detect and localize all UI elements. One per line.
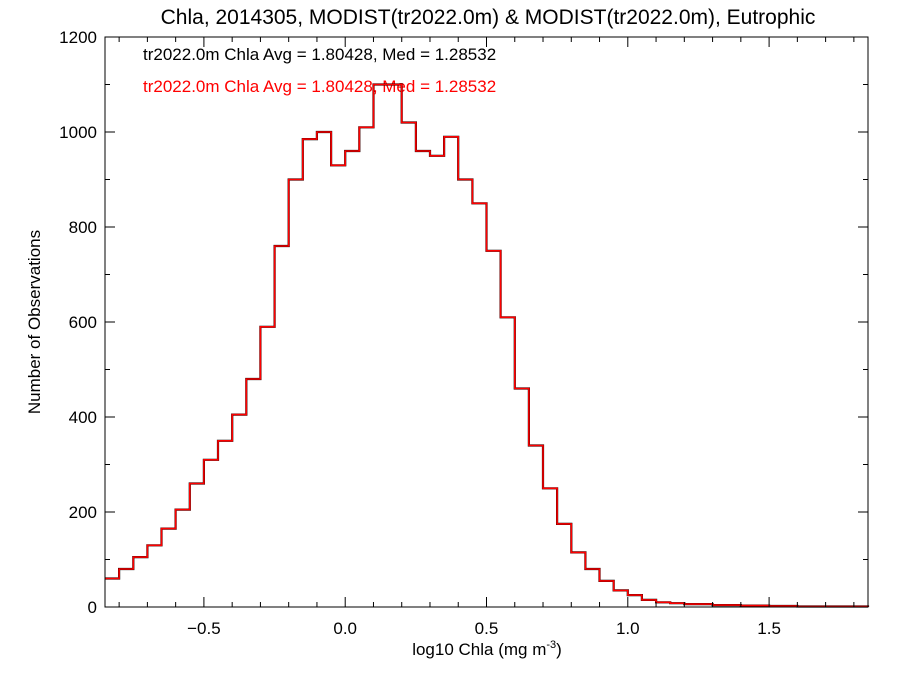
y-tick-label: 200 [69, 503, 97, 522]
x-tick-label: 0.5 [475, 619, 499, 638]
y-tick-label: 800 [69, 218, 97, 237]
y-tick-label: 1000 [59, 123, 97, 142]
x-axis-label-close: ) [556, 640, 562, 659]
series-line-0 [105, 83, 870, 608]
x-tick-label: −0.5 [187, 619, 221, 638]
x-axis-label-superscript: -3 [546, 639, 556, 651]
x-tick-label: 1.5 [757, 619, 781, 638]
series-line-1 [105, 83, 869, 608]
chart-title: Chla, 2014305, MODIST(tr2022.0m) & MODIS… [161, 6, 816, 29]
annotation-red: tr2022.0m Chla Avg = 1.80428, Med = 1.28… [143, 77, 496, 96]
tick-layer: −0.5 0.0 0.5 1.0 1.5 0 200 400 600 800 1000 1200 [59, 28, 868, 638]
plot-frame [104, 36, 869, 608]
y-tick-label: 400 [69, 408, 97, 427]
x-tick-label: 0.0 [333, 619, 357, 638]
y-tick-label: 1200 [59, 28, 97, 47]
x-tick-label: 1.0 [616, 619, 640, 638]
annotation-black: tr2022.0m Chla Avg = 1.80428, Med = 1.28… [143, 45, 496, 64]
y-axis-label: Number of Observations [25, 230, 44, 414]
x-axis-label-main: log10 Chla (mg m [412, 640, 546, 659]
y-tick-label: 0 [88, 598, 97, 617]
y-tick-label: 600 [69, 313, 97, 332]
x-axis-label: log10 Chla (mg m-3) [412, 639, 562, 659]
series-layer [105, 83, 870, 608]
